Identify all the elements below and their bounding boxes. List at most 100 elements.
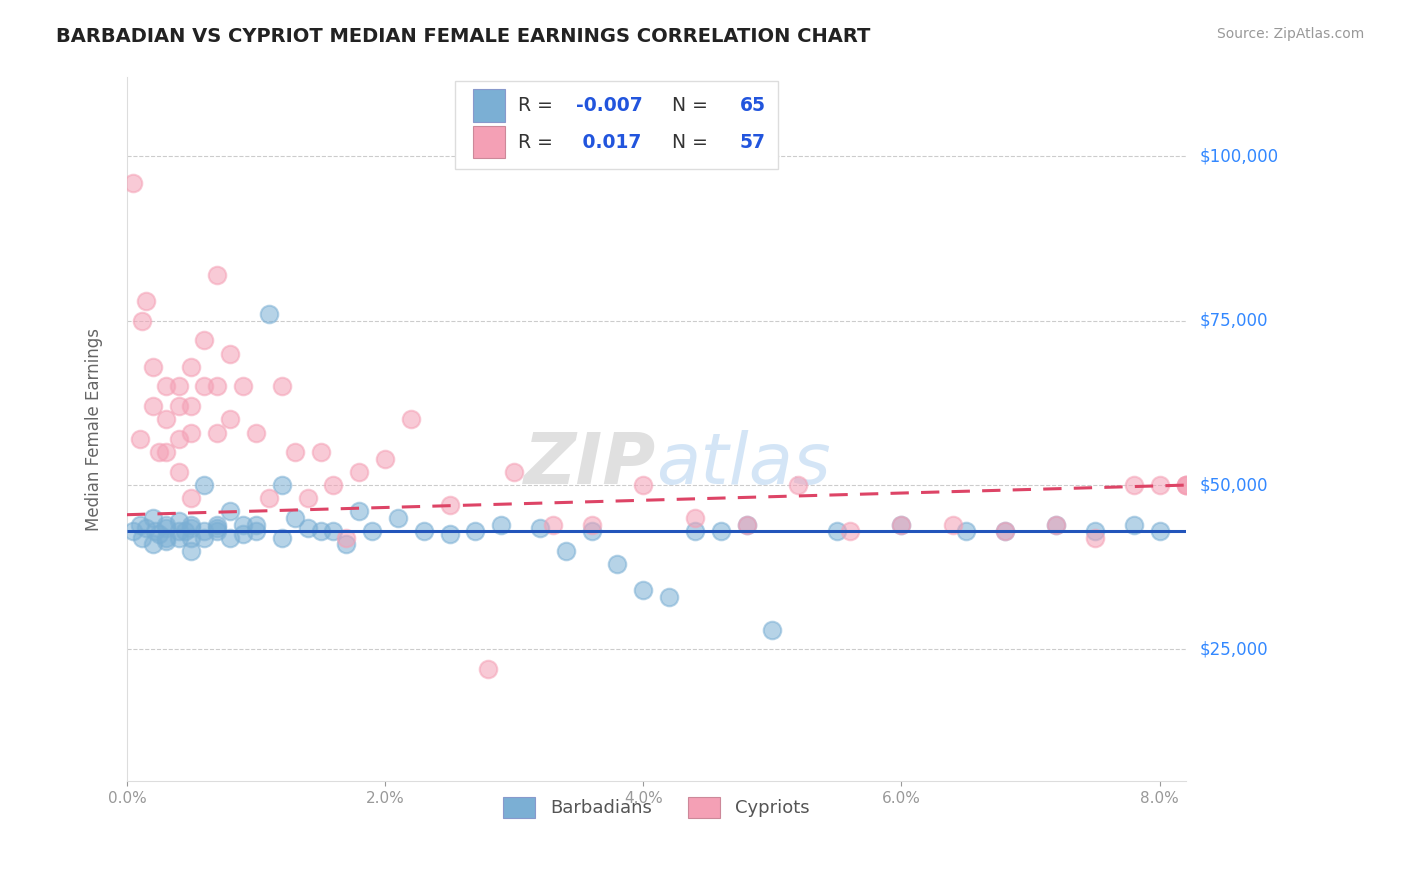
Point: [155, 521, 177, 535]
Point: [232, 527, 254, 541]
Text: 57: 57: [740, 134, 766, 153]
Point: [142, 537, 165, 551]
Text: Source: ZipAtlas.com: Source: ZipAtlas.com: [1216, 27, 1364, 41]
Text: atlas: atlas: [657, 430, 831, 499]
Point: [180, 359, 202, 374]
Point: [1174, 478, 1197, 492]
Point: [955, 524, 977, 538]
Point: [155, 412, 177, 426]
Point: [1045, 517, 1067, 532]
Point: [1122, 517, 1144, 532]
Text: 65: 65: [740, 96, 766, 115]
Text: BARBADIAN VS CYPRIOT MEDIAN FEMALE EARNINGS CORRELATION CHART: BARBADIAN VS CYPRIOT MEDIAN FEMALE EARNI…: [56, 27, 870, 45]
FancyBboxPatch shape: [456, 81, 778, 169]
Point: [180, 491, 202, 506]
Point: [309, 445, 332, 459]
Point: [633, 478, 655, 492]
Point: [207, 524, 229, 538]
Point: [180, 399, 202, 413]
Point: [1122, 478, 1144, 492]
Point: [554, 544, 576, 558]
Point: [207, 425, 229, 440]
Point: [219, 412, 242, 426]
Point: [180, 531, 202, 545]
Text: $75,000: $75,000: [1199, 311, 1268, 330]
Point: [683, 511, 706, 525]
Point: [349, 465, 371, 479]
Point: [232, 379, 254, 393]
Point: [374, 451, 396, 466]
Text: N =: N =: [661, 134, 714, 153]
Point: [167, 465, 190, 479]
Text: N =: N =: [661, 96, 714, 115]
Legend: Barbadians, Cypriots: Barbadians, Cypriots: [496, 789, 817, 825]
Point: [322, 524, 344, 538]
Point: [787, 478, 810, 492]
Point: [207, 517, 229, 532]
Point: [270, 531, 292, 545]
Point: [207, 521, 229, 535]
Point: [412, 524, 434, 538]
Point: [541, 517, 564, 532]
Point: [529, 521, 551, 535]
Point: [710, 524, 733, 538]
Point: [1045, 517, 1067, 532]
Point: [245, 524, 267, 538]
Point: [658, 590, 681, 604]
Point: [142, 511, 165, 525]
Point: [825, 524, 848, 538]
Point: [174, 524, 197, 538]
Point: [128, 432, 150, 446]
Point: [207, 268, 229, 282]
Point: [155, 379, 177, 393]
Point: [890, 517, 912, 532]
Point: [128, 517, 150, 532]
Point: [167, 531, 190, 545]
Point: [1149, 524, 1171, 538]
Point: [1174, 478, 1197, 492]
Point: [167, 524, 190, 538]
Point: [142, 399, 165, 413]
Point: [167, 399, 190, 413]
Point: [193, 478, 215, 492]
Text: R =: R =: [517, 96, 558, 115]
Point: [1084, 531, 1107, 545]
Point: [581, 524, 603, 538]
Point: [309, 524, 332, 538]
Point: [193, 524, 215, 538]
Point: [148, 445, 170, 459]
Point: [180, 544, 202, 558]
Point: [491, 517, 513, 532]
Point: [349, 504, 371, 518]
Text: $100,000: $100,000: [1199, 147, 1278, 165]
Point: [180, 517, 202, 532]
Point: [761, 623, 783, 637]
Point: [890, 517, 912, 532]
Point: [245, 425, 267, 440]
Point: [399, 412, 422, 426]
Point: [122, 176, 145, 190]
Point: [297, 491, 319, 506]
Point: [735, 517, 758, 532]
Text: R =: R =: [517, 134, 558, 153]
Text: $25,000: $25,000: [1199, 640, 1268, 658]
Point: [167, 514, 190, 528]
Point: [155, 533, 177, 548]
Point: [581, 517, 603, 532]
FancyBboxPatch shape: [472, 126, 505, 159]
Point: [135, 521, 157, 535]
Point: [219, 504, 242, 518]
Point: [155, 445, 177, 459]
Point: [838, 524, 860, 538]
Point: [464, 524, 486, 538]
Point: [361, 524, 384, 538]
Point: [1149, 478, 1171, 492]
Text: ZIP: ZIP: [524, 430, 657, 499]
Point: [284, 511, 307, 525]
Y-axis label: Median Female Earnings: Median Female Earnings: [86, 327, 103, 531]
Point: [387, 511, 409, 525]
Point: [994, 524, 1017, 538]
Text: $50,000: $50,000: [1199, 476, 1268, 494]
Point: [994, 524, 1017, 538]
Point: [143, 524, 166, 538]
